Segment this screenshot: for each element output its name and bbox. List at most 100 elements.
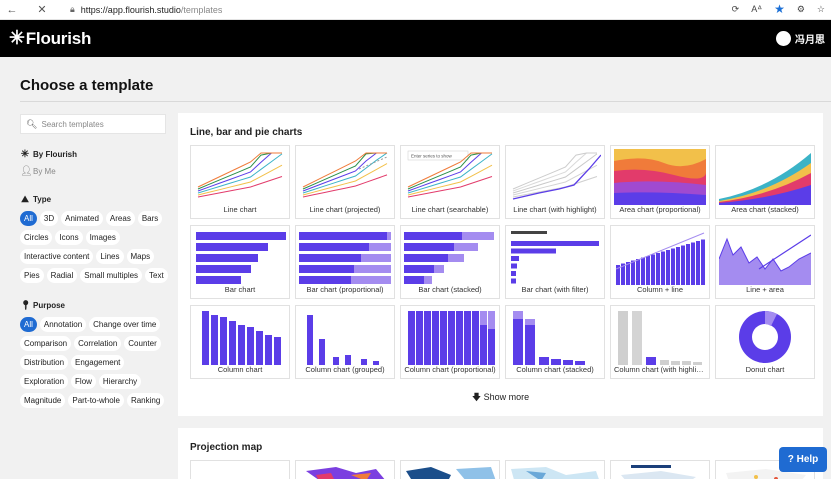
purpose-chip[interactable]: All [20, 317, 37, 332]
type-chip[interactable]: Text [145, 268, 168, 283]
user-menu[interactable]: 冯月思 [776, 31, 825, 46]
type-chip[interactable]: Animated [61, 211, 103, 226]
template-card[interactable]: Line chart (projected) [295, 145, 395, 219]
filter-by-me[interactable]: 👤︎ By Me [20, 166, 168, 177]
close-tab-icon[interactable]: ✕ [37, 4, 47, 16]
purpose-chip[interactable]: Flow [71, 374, 96, 389]
type-chip[interactable]: Lines [96, 249, 124, 264]
template-label: Area chart (proportional) [619, 205, 701, 214]
flourish-logo[interactable]: ✳ Flourish [9, 27, 91, 50]
type-chip[interactable]: 3D [39, 211, 59, 226]
show-more-button[interactable]: 🡇 Show more [178, 390, 823, 406]
purpose-chip[interactable]: Exploration [20, 374, 69, 389]
purpose-chip[interactable]: Engagement [71, 355, 125, 370]
address-bar[interactable]: 🔒︎ https://app.flourish.studio/templates [64, 1, 724, 18]
type-chip[interactable]: Areas [105, 211, 135, 226]
template-label: Bar chart (with filter) [521, 285, 589, 294]
chart-thumbnail [513, 311, 585, 365]
type-chip[interactable]: Bars [137, 211, 163, 226]
purpose-chip[interactable]: Distribution [20, 355, 69, 370]
chart-thumbnail [615, 232, 705, 285]
template-card[interactable]: Line chart (with highlight) [505, 145, 605, 219]
page-title: Choose a template [20, 77, 154, 94]
chart-thumbnail [719, 234, 811, 285]
chart-thumbnail [302, 152, 388, 198]
help-button[interactable]: ? Help [779, 447, 827, 472]
template-card[interactable]: Bar chart (with filter) [505, 225, 605, 299]
purpose-heading: 📍︎ Purpose [20, 300, 168, 311]
type-filter-chips: All 3D Animated Areas Bars Circles Icons Images… [20, 211, 168, 283]
purpose-chip[interactable]: Correlation [74, 336, 122, 351]
favorite-star-icon[interactable]: ★ [774, 2, 785, 16]
search-input[interactable] [41, 119, 162, 129]
chart-thumbnail [739, 311, 791, 363]
template-label: Bar chart (proportional) [306, 285, 384, 294]
purpose-chip[interactable]: Ranking [126, 393, 165, 408]
purpose-heading-label: Purpose [33, 301, 66, 310]
purpose-chip[interactable]: Magnitude [20, 393, 66, 408]
map-template-card[interactable] [400, 460, 500, 479]
template-card[interactable]: Column chart (stacked) [505, 305, 605, 379]
flourish-star-icon: ✳ [9, 28, 25, 49]
read-aloud-icon[interactable]: Aᐞ [751, 3, 763, 14]
type-chip[interactable]: Interactive content [20, 249, 94, 264]
refresh-icon[interactable]: ⟳ [731, 3, 740, 14]
template-card[interactable]: Column chart (proportional) [400, 305, 500, 379]
purpose-chip[interactable]: Hierarchy [98, 374, 142, 389]
template-card[interactable]: Column chart (with highlight) [610, 305, 710, 379]
purpose-chip[interactable]: Counter [124, 336, 161, 351]
back-icon[interactable]: ← [6, 3, 18, 16]
svg-text:Enter series to show: Enter series to show [411, 154, 453, 159]
purpose-chip[interactable]: Comparison [20, 336, 72, 351]
chart-thumbnail [618, 311, 702, 365]
template-card[interactable]: Bar chart (proportional) [295, 225, 395, 299]
template-card[interactable]: Area chart (stacked) [715, 145, 815, 219]
template-label: Donut chart [745, 365, 785, 374]
template-card[interactable]: Bar chart (stacked) [400, 225, 500, 299]
url-path: /templates [180, 4, 223, 15]
map-template-card[interactable] [190, 460, 290, 479]
type-chip[interactable]: Icons [55, 230, 83, 245]
owner-label: By Me [33, 167, 56, 176]
type-chip[interactable]: Radial [46, 268, 78, 283]
chart-thumbnail [196, 232, 286, 284]
purpose-chip[interactable]: Annotation [39, 317, 87, 332]
type-chip[interactable]: All [20, 211, 37, 226]
chart-thumbnail [197, 152, 283, 198]
url-host: https://app.flourish.studio [80, 4, 181, 15]
extensions-icon[interactable]: ⚙ [796, 3, 805, 14]
template-card[interactable]: Line chart [190, 145, 290, 219]
template-grid: Line chart Line chart (projected) Enter se… [190, 145, 815, 379]
template-card[interactable]: Area chart (proportional) [610, 145, 710, 219]
type-chip[interactable]: Maps [126, 249, 155, 264]
chart-thumbnail [512, 152, 601, 200]
filter-by-flourish[interactable]: ✳ By Flourish [20, 149, 168, 160]
template-card[interactable]: Column chart [190, 305, 290, 379]
template-card[interactable]: Donut chart [715, 305, 815, 379]
favorites-icon[interactable]: ☆ [816, 3, 825, 14]
section-title: Projection map [190, 442, 263, 453]
purpose-filter-chips: All Annotation Change over time Comparison C… [20, 317, 168, 408]
template-card[interactable]: Column chart (grouped) [295, 305, 395, 379]
template-card[interactable]: Line + area [715, 225, 815, 299]
template-card[interactable]: Enter series to show Line chart (searchab… [400, 145, 500, 219]
map-thumbnails [190, 460, 815, 479]
browser-toolbar: ← ✕ 🔒︎ https://app.flourish.studio/templ… [0, 0, 831, 20]
app-header: ✳ Flourish 冯月思 [0, 20, 831, 57]
map-template-card[interactable] [505, 460, 605, 479]
type-chip[interactable]: Pies [20, 268, 44, 283]
type-heading-label: Type [33, 195, 52, 204]
purpose-chip[interactable]: Part-to-whole [68, 393, 124, 408]
type-chip[interactable]: Small multiples [80, 268, 143, 283]
template-card[interactable]: Bar chart [190, 225, 290, 299]
template-label: Column chart [217, 365, 263, 374]
chart-thumbnail [202, 311, 281, 365]
map-template-card[interactable] [295, 460, 395, 479]
search-box[interactable]: 🔍︎ [20, 114, 166, 134]
type-chip[interactable]: Images [85, 230, 120, 245]
purpose-chip[interactable]: Change over time [89, 317, 161, 332]
type-chip[interactable]: Circles [20, 230, 53, 245]
template-card[interactable]: Column + line [610, 225, 710, 299]
map-template-card[interactable] [610, 460, 710, 479]
template-label: Line chart [223, 205, 257, 214]
